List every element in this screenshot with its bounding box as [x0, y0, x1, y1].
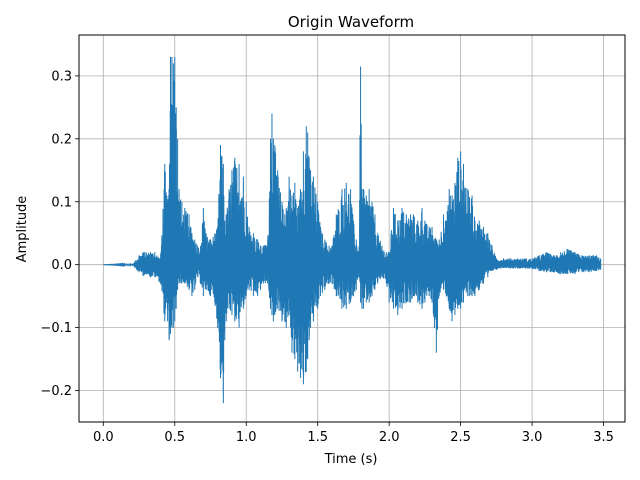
y-axis: −0.2 −0.1 0.0 0.1 0.2 0.3 [40, 69, 79, 399]
y-axis-label: Amplitude [15, 196, 30, 263]
x-tick-label: 3.5 [593, 430, 614, 445]
y-tick-label: −0.2 [40, 384, 72, 399]
x-tick-label: 2.5 [450, 430, 471, 445]
x-tick-label: 0.5 [164, 430, 185, 445]
plot-frame [78, 34, 626, 423]
y-tick-label: 0.0 [51, 258, 72, 273]
x-tick-label: 0.0 [93, 430, 114, 445]
x-axis-label: Time (s) [324, 452, 378, 467]
x-tick-label: 1.5 [307, 430, 328, 445]
chart-title: Origin Waveform [288, 13, 414, 31]
y-tick-label: −0.1 [40, 321, 72, 336]
x-tick-label: 3.0 [522, 430, 543, 445]
y-tick-label: 0.1 [51, 195, 72, 210]
y-tick-label: 0.2 [51, 132, 72, 147]
x-axis: 0.0 0.5 1.0 1.5 2.0 2.5 3.0 3.5 [93, 422, 614, 445]
x-tick-label: 2.0 [379, 430, 400, 445]
y-tick-label: 0.3 [51, 69, 72, 84]
waveform-series [103, 57, 602, 404]
plot-area [103, 57, 602, 404]
x-tick-label: 1.0 [236, 430, 257, 445]
